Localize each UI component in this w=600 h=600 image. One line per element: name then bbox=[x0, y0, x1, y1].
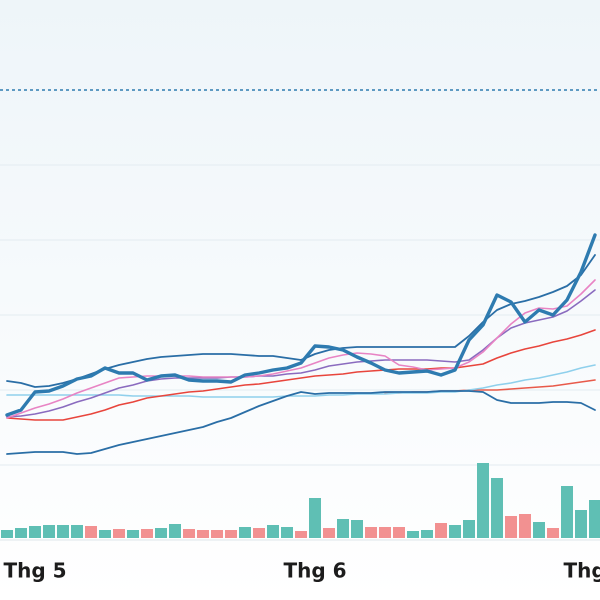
volume-bar bbox=[407, 531, 419, 538]
volume-bar bbox=[43, 525, 55, 538]
volume-bar bbox=[211, 530, 223, 538]
volume-bar bbox=[351, 520, 363, 538]
volume-bar bbox=[477, 463, 489, 538]
indicator-line bbox=[6, 390, 596, 455]
volume-bar bbox=[393, 527, 405, 538]
volume-bar bbox=[533, 522, 545, 538]
volume-bar bbox=[561, 486, 573, 538]
volume-bar bbox=[547, 528, 559, 538]
volume-bar bbox=[365, 527, 377, 538]
volume-bar bbox=[127, 530, 139, 538]
volume-bar bbox=[99, 530, 111, 538]
volume-bar bbox=[421, 530, 433, 538]
indicator-line bbox=[6, 329, 596, 421]
volume-bar bbox=[295, 531, 307, 538]
volume-bar bbox=[379, 527, 391, 538]
volume-bar bbox=[589, 500, 600, 538]
volume-bar bbox=[169, 524, 181, 538]
volume-bar bbox=[281, 527, 293, 538]
volume-bar bbox=[1, 530, 13, 538]
volume-bar bbox=[113, 529, 125, 538]
volume-bar bbox=[85, 526, 97, 538]
volume-bar bbox=[155, 528, 167, 538]
volume-bar bbox=[337, 519, 349, 538]
volume-bar bbox=[463, 520, 475, 538]
volume-bar bbox=[449, 525, 461, 538]
volume-bar bbox=[253, 528, 265, 538]
volume-bar bbox=[575, 510, 587, 538]
volume-bar bbox=[141, 529, 153, 538]
volume-bar bbox=[71, 525, 83, 538]
x-tick-label: Thg 7 bbox=[563, 559, 600, 583]
volume-bar bbox=[15, 528, 27, 538]
volume-bar bbox=[519, 514, 531, 538]
volume-bar bbox=[491, 478, 503, 538]
volume-bar bbox=[323, 528, 335, 538]
indicator-line bbox=[6, 279, 596, 419]
volume-bar bbox=[57, 525, 69, 538]
volume-bar bbox=[225, 530, 237, 538]
volume-bar bbox=[197, 530, 209, 538]
volume-bar bbox=[29, 526, 41, 538]
x-tick-label: Thg 5 bbox=[3, 559, 66, 583]
volume-bar bbox=[309, 498, 321, 538]
volume-bar bbox=[505, 516, 517, 538]
volume-bar bbox=[239, 527, 251, 538]
price-line bbox=[5, 233, 597, 417]
volume-bar bbox=[435, 523, 447, 538]
indicator-line bbox=[6, 364, 596, 398]
volume-bar bbox=[183, 529, 195, 538]
volume-bar bbox=[267, 525, 279, 538]
x-tick-label: Thg 6 bbox=[283, 559, 346, 583]
